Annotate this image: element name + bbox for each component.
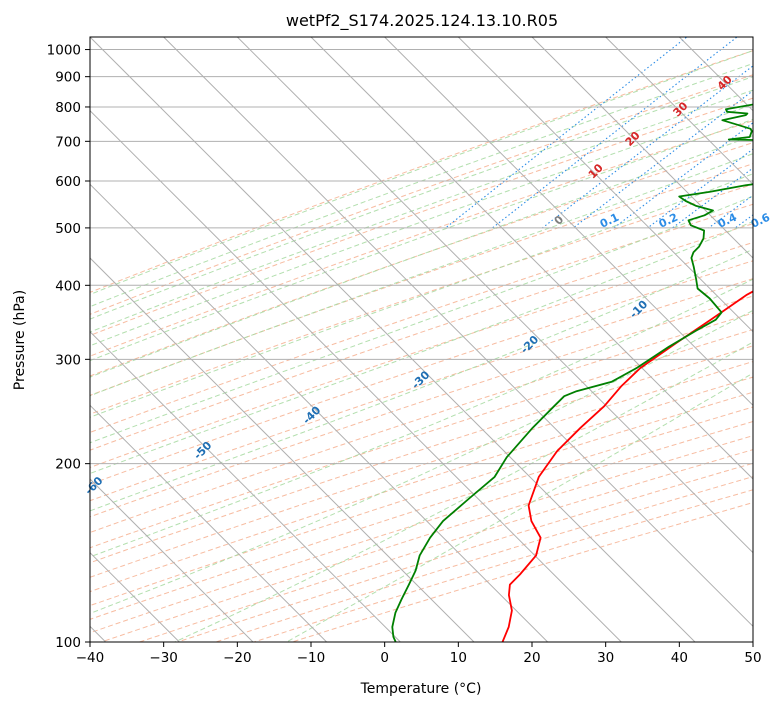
isotherm bbox=[90, 330, 401, 642]
isotherm bbox=[236, 37, 753, 554]
isotherm bbox=[163, 37, 753, 628]
isotherm bbox=[90, 109, 622, 642]
dry-adiabat bbox=[137, 449, 753, 642]
moist-adiabat bbox=[90, 195, 753, 444]
y-tick-label: 500 bbox=[55, 221, 81, 237]
sounding-line bbox=[391, 103, 753, 642]
y-tick-label: 600 bbox=[55, 174, 81, 190]
dry-adiabat bbox=[90, 406, 753, 620]
moist-adiabat bbox=[90, 63, 753, 308]
dry-adiabat bbox=[90, 278, 753, 502]
moist-adiabat bbox=[173, 341, 753, 642]
dry-adiabat bbox=[90, 329, 753, 549]
isotherm bbox=[90, 257, 475, 642]
x-tick-label: −40 bbox=[76, 650, 105, 666]
isotherm bbox=[457, 37, 753, 333]
dry-adiabat bbox=[90, 295, 753, 518]
dry-adiabat bbox=[214, 476, 753, 642]
isotherm bbox=[90, 478, 254, 642]
y-axis-label: Pressure (hPa) bbox=[12, 290, 28, 390]
plot-frame bbox=[89, 36, 754, 643]
y-tick-label: 700 bbox=[55, 134, 81, 150]
x-tick-label: 40 bbox=[671, 650, 688, 666]
x-tick-label: −20 bbox=[223, 650, 252, 666]
isotherm bbox=[384, 37, 753, 407]
x-tick-label: 10 bbox=[450, 650, 467, 666]
y-tick-label: 300 bbox=[55, 352, 81, 368]
dry-adiabat bbox=[90, 97, 753, 337]
moist-adiabat bbox=[90, 278, 753, 558]
x-tick-label: −30 bbox=[149, 650, 178, 666]
isotherm bbox=[605, 37, 753, 186]
isotherm bbox=[531, 37, 753, 259]
background-grid bbox=[90, 37, 753, 642]
sounding-line bbox=[501, 290, 753, 642]
dry-adiabat bbox=[90, 421, 753, 634]
x-tick-label: −10 bbox=[297, 650, 326, 666]
dry-adiabat bbox=[90, 183, 753, 415]
dry-adiabat bbox=[176, 462, 753, 642]
x-tick-label: 50 bbox=[744, 650, 761, 666]
x-tick-label: 0 bbox=[380, 650, 389, 666]
y-tick-label: 1000 bbox=[47, 43, 81, 59]
isotherm bbox=[90, 404, 328, 642]
y-tick-label: 200 bbox=[55, 457, 81, 473]
isotherm bbox=[310, 37, 753, 480]
dry-adiabat bbox=[90, 376, 753, 593]
x-axis-label: Temperature (°C) bbox=[360, 681, 482, 697]
y-tick-label: 400 bbox=[55, 278, 81, 294]
y-tick-label: 800 bbox=[55, 100, 81, 116]
isotherm bbox=[90, 183, 549, 642]
chart-title: wetPf2_S174.2025.124.13.10.R05 bbox=[286, 11, 558, 31]
dry-adiabat bbox=[90, 223, 753, 451]
sounding-series bbox=[391, 103, 753, 642]
moist-adiabat bbox=[90, 248, 753, 512]
moist-adiabat bbox=[90, 135, 753, 378]
y-tick-label: 100 bbox=[55, 635, 81, 651]
dry-adiabat bbox=[90, 361, 753, 578]
moist-adiabat bbox=[90, 50, 753, 296]
dry-adiabat bbox=[90, 241, 753, 468]
isotherm bbox=[90, 37, 696, 642]
moist-adiabat bbox=[90, 89, 753, 333]
axes: −40 −30 −20 −10 0 10 20 30 40 50 1000 900 800 700 600 5… bbox=[47, 43, 762, 666]
dry-adiabat bbox=[99, 435, 753, 642]
x-tick-label: 20 bbox=[523, 650, 540, 666]
x-tick-label: 30 bbox=[597, 650, 614, 666]
dry-adiabat bbox=[90, 345, 753, 564]
y-tick-label: 900 bbox=[55, 70, 81, 86]
dry-adiabat bbox=[90, 74, 753, 315]
dry-adiabat bbox=[90, 391, 753, 607]
